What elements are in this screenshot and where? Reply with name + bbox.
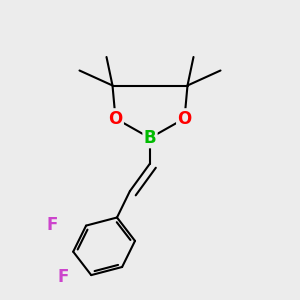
- Text: F: F: [47, 216, 58, 234]
- Text: B: B: [144, 129, 156, 147]
- Text: O: O: [177, 110, 192, 128]
- Text: O: O: [108, 110, 123, 128]
- Text: F: F: [57, 268, 69, 286]
